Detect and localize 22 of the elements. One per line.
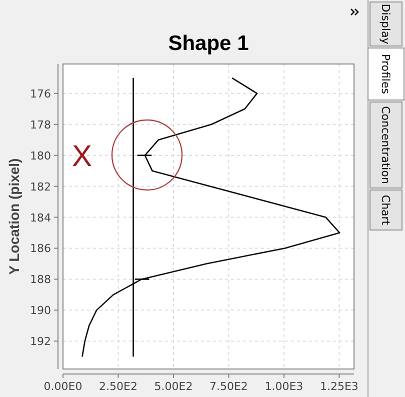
y-tick-label: 182 [30,180,51,194]
y-axis-title: Y Location (pixel) [6,158,22,275]
annotation: X [72,140,92,173]
y-tick-label: 178 [30,118,51,132]
x-tick-label: 1.00E3 [264,380,304,393]
y-tick-label: 180 [30,149,51,162]
x-tick-label: 1.25E3 [320,380,358,393]
x-tick-label: 2.50E2 [99,380,138,393]
y-tick-label: 184 [30,211,51,224]
y-tick-label: 188 [30,273,51,286]
text: Concentration [379,106,392,184]
text: Profiles [379,54,392,94]
chart-title: Shape 1 [168,32,250,55]
y-tick-label: 176 [30,87,51,100]
x-tick-label: 0.00E0 [44,380,82,393]
text: Chart [379,194,392,226]
text: Display [379,4,392,45]
y-tick-label: 192 [30,335,51,348]
x-tick-label: 5.00E2 [154,380,193,393]
x-tick-label: 7.50E2 [209,380,248,393]
y-tick-label: 186 [30,242,51,256]
y-tick-label: 190 [30,304,51,318]
